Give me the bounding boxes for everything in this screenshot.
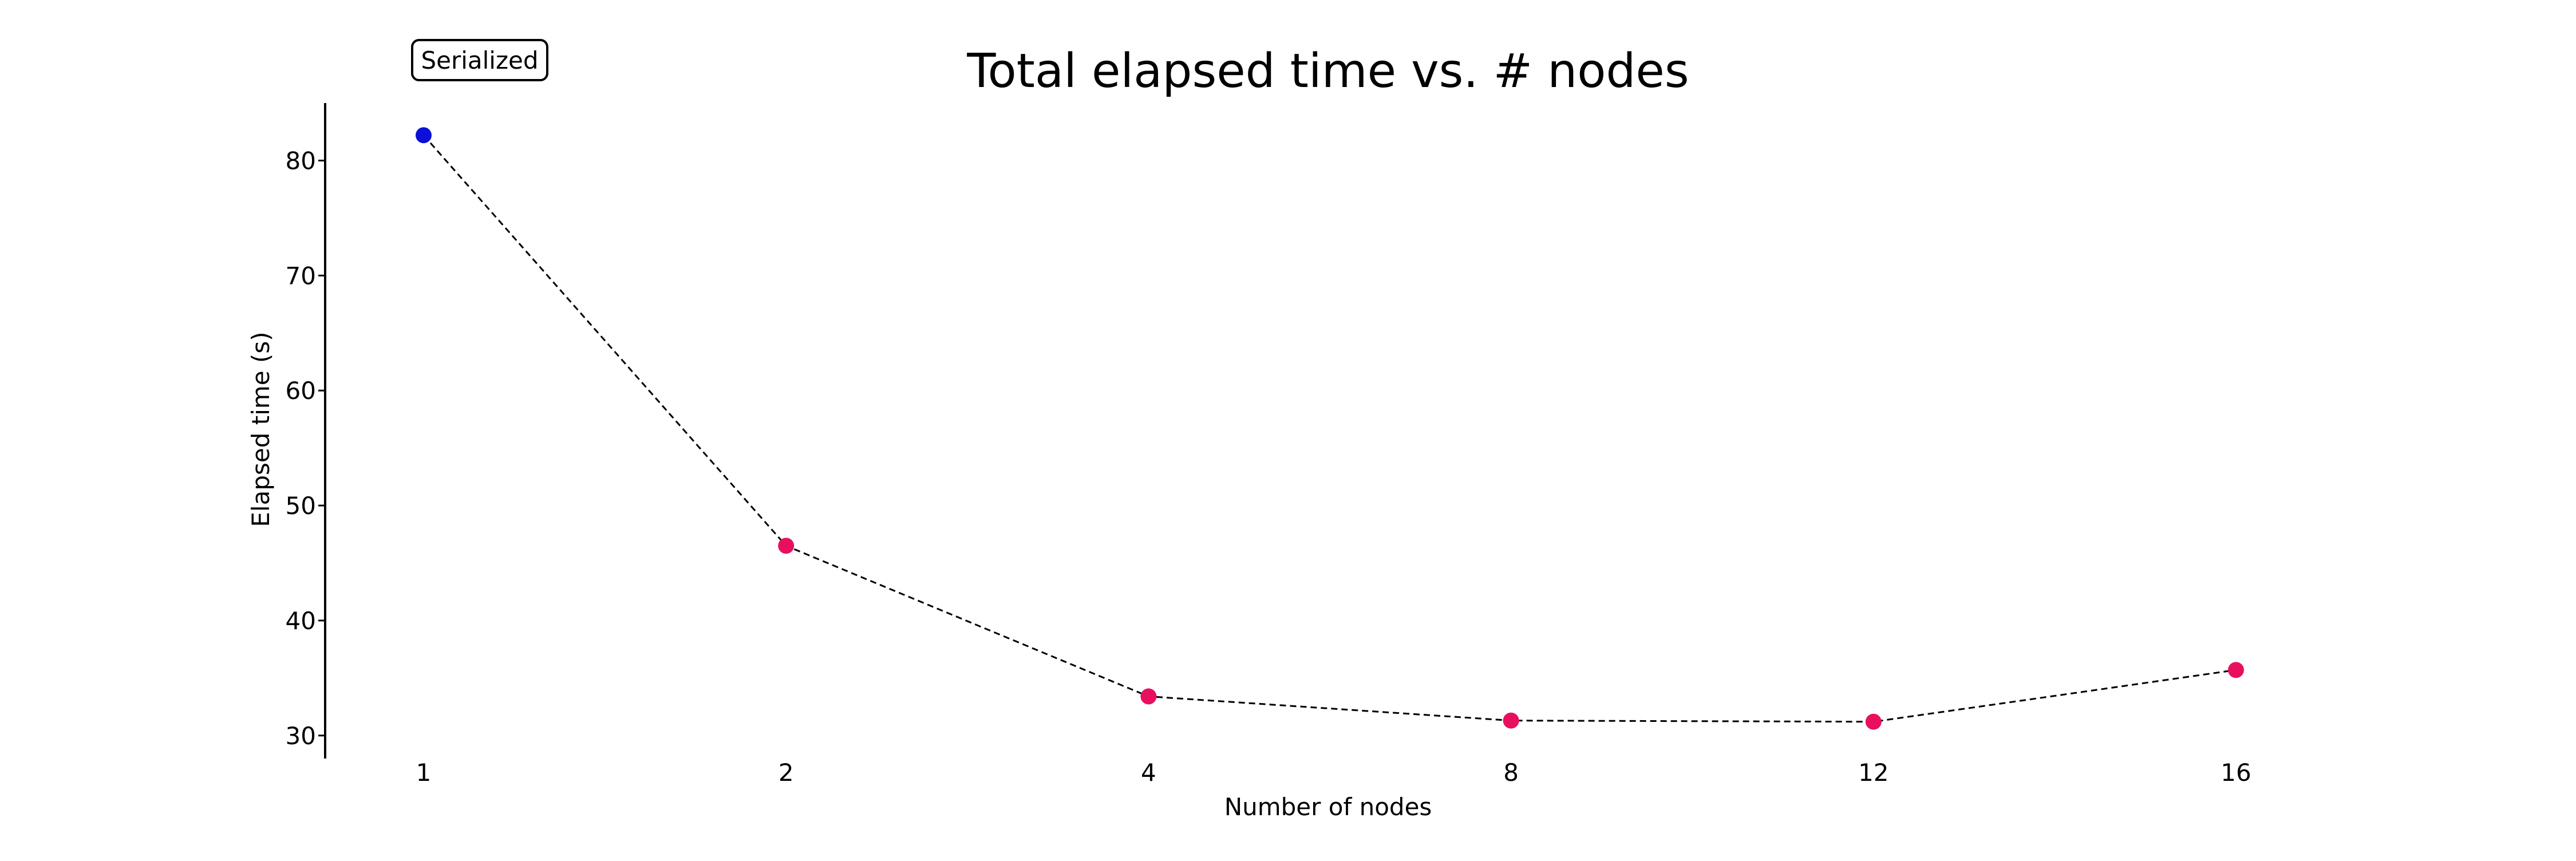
data-point	[1503, 712, 1519, 729]
x-axis-label: Number of nodes	[1224, 793, 1432, 821]
annotations: Serialized	[411, 39, 548, 81]
series	[416, 127, 2244, 730]
annotation-box	[411, 39, 548, 81]
data-point	[1865, 713, 1882, 730]
data-point	[778, 538, 795, 554]
chart-title: Total elapsed time vs. # nodes	[966, 44, 1689, 98]
annotation-label: Serialized	[421, 46, 538, 74]
y-tick-label: 30	[286, 722, 316, 750]
series-line	[422, 135, 2237, 723]
x-ticks: 1 2 4 8 12 16	[416, 759, 2251, 787]
y-tick-label: 80	[286, 147, 316, 175]
x-tick-label: 1	[416, 759, 432, 787]
y-tick-label: 40	[286, 607, 316, 635]
x-tick-label: 4	[1141, 759, 1156, 787]
y-ticks: 30 40 50 60 70 80	[286, 147, 325, 750]
y-tick-label: 70	[286, 262, 316, 290]
x-tick-label: 12	[1858, 759, 1888, 787]
x-tick-label: 16	[2221, 759, 2251, 787]
data-point	[1140, 688, 1157, 705]
x-tick-label: 8	[1503, 759, 1519, 787]
y-axis-label: Elapsed time (s)	[247, 331, 275, 527]
x-tick-label: 2	[779, 759, 794, 787]
data-point	[2228, 662, 2244, 678]
annotation: Serialized	[411, 39, 548, 81]
y-tick-label: 50	[286, 492, 316, 520]
data-point	[416, 127, 432, 144]
y-tick-label: 60	[286, 377, 316, 405]
